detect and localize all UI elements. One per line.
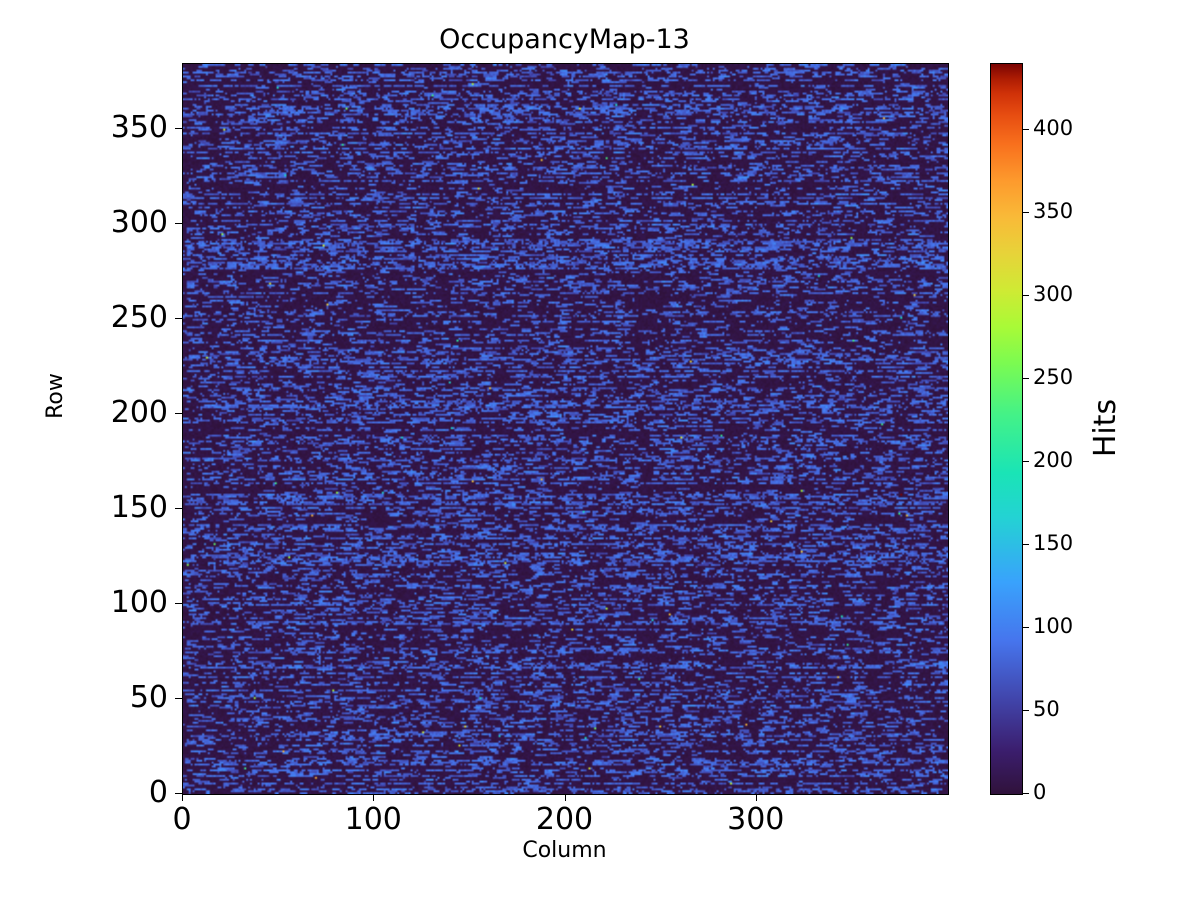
y-tick-mark — [175, 127, 182, 129]
colorbar-label: Hits — [1088, 398, 1123, 458]
y-tick-mark — [175, 793, 182, 794]
colorbar-tick-label: 250 — [1033, 365, 1074, 390]
y-tick-mark — [175, 317, 182, 319]
y-tick-label: 200 — [110, 394, 168, 430]
colorbar-tick-mark — [1022, 793, 1029, 794]
x-tick-mark — [564, 794, 566, 801]
colorbar-tick-mark — [1022, 378, 1029, 380]
colorbar-tick-mark — [1022, 129, 1029, 131]
y-tick-label: 300 — [110, 204, 168, 240]
y-tick-mark — [175, 602, 182, 604]
colorbar-tick-label: 50 — [1033, 697, 1060, 722]
x-tick-label: 0 — [172, 802, 192, 837]
x-tick-label: 100 — [344, 802, 402, 837]
x-tick-label: 200 — [535, 802, 594, 837]
colorbar-tick-mark — [1022, 212, 1029, 214]
colorbar-tick-label: 0 — [1033, 780, 1047, 804]
x-tick-mark — [755, 794, 757, 801]
y-tick-mark — [175, 222, 182, 224]
y-tick-label: 100 — [110, 584, 168, 620]
y-tick-mark — [175, 697, 182, 699]
y-tick-label: 350 — [110, 109, 168, 145]
colorbar-tick-mark — [1022, 461, 1029, 463]
x-tick-label: 300 — [727, 802, 785, 837]
colorbar-tick-mark — [1022, 295, 1029, 297]
y-tick-mark — [175, 507, 182, 509]
y-tick-label: 150 — [110, 489, 168, 525]
colorbar-tick-label: 350 — [1033, 199, 1074, 224]
colorbar-tick-mark — [1022, 544, 1029, 546]
y-tick-mark — [175, 412, 182, 414]
chart-title: OccupancyMap-13 — [439, 24, 690, 55]
heatmap-plot-area[interactable] — [182, 63, 949, 795]
occupancy-heatmap-image — [183, 64, 948, 794]
colorbar-tick-label: 150 — [1033, 531, 1074, 556]
y-tick-label: 50 — [129, 679, 168, 715]
x-axis-label: Column — [522, 838, 607, 863]
colorbar-tick-label: 300 — [1033, 282, 1074, 307]
x-tick-mark — [373, 794, 375, 801]
colorbar-tick-mark — [1022, 627, 1029, 629]
x-tick-mark — [182, 794, 183, 801]
y-tick-label: 0 — [148, 775, 168, 810]
y-tick-label: 250 — [110, 299, 168, 335]
colorbar-tick-label: 200 — [1033, 448, 1074, 473]
colorbar-tick-label: 100 — [1033, 614, 1074, 639]
colorbar-tick-label: 400 — [1033, 116, 1074, 141]
colorbar-tick-mark — [1022, 710, 1029, 712]
colorbar-gradient[interactable] — [990, 63, 1023, 795]
y-axis-label: Row — [43, 373, 68, 419]
